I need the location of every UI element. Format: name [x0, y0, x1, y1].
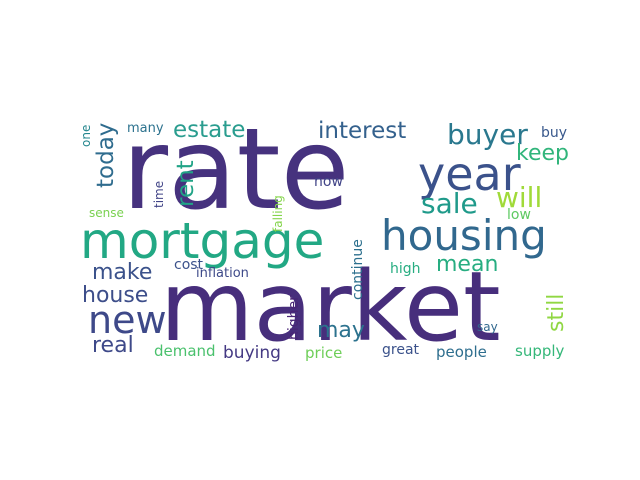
word-today: today [93, 123, 119, 188]
word-keep: keep [516, 141, 569, 166]
word-sale: sale [421, 187, 478, 220]
word-real: real [92, 333, 134, 358]
word-new: new [88, 298, 167, 342]
word-buyer: buyer [447, 118, 528, 151]
word-higher: higher [286, 295, 302, 340]
word-time: time [152, 181, 166, 208]
word-make: make [92, 260, 152, 285]
word-people: people [436, 343, 487, 361]
word-falling: falling [271, 195, 285, 232]
word-high: high [390, 261, 421, 277]
word-mortgage: mortgage [80, 212, 324, 270]
word-supply: supply [515, 342, 565, 360]
word-say: say [477, 320, 498, 334]
word-now: now [314, 174, 343, 190]
word-year: year [418, 147, 521, 201]
word-cost: cost [174, 257, 204, 273]
word-market: market [160, 251, 501, 363]
word-one: one [79, 125, 93, 147]
word-price: price [305, 344, 342, 362]
word-mean: mean [436, 252, 498, 277]
word-low: low [507, 207, 531, 223]
word-will: will [496, 181, 542, 214]
word-estate: estate [173, 117, 245, 143]
word-interest: interest [318, 118, 406, 144]
word-inflation: inflation [196, 266, 249, 281]
word-rent: rent [173, 160, 199, 207]
word-house: house [82, 283, 148, 308]
word-still: still [544, 294, 569, 332]
word-may: may [317, 318, 365, 343]
word-great: great [382, 342, 420, 358]
word-housing: housing [381, 211, 547, 260]
word-rate: rate [122, 105, 350, 235]
word-buying: buying [223, 343, 281, 363]
word-many: many [127, 121, 164, 136]
word-demand: demand [154, 342, 216, 360]
word-continue: continue [350, 239, 366, 300]
word-sense: sense [89, 206, 124, 220]
word-buy: buy [541, 125, 567, 141]
